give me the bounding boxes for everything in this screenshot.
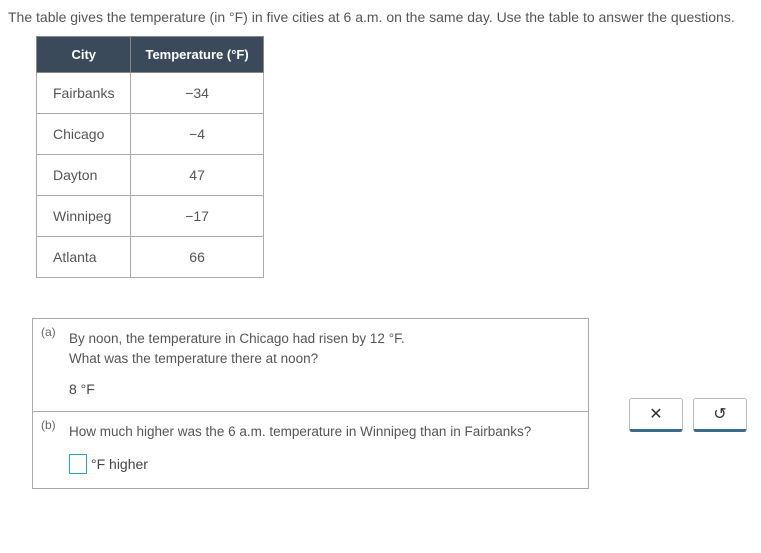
answer-unit: °F higher <box>91 456 148 472</box>
table-row: Fairbanks −34 <box>37 72 264 113</box>
question-a-line2: What was the temperature there at noon? <box>69 351 318 366</box>
cell-temp: 47 <box>131 154 263 195</box>
question-b-label: (b) <box>41 418 56 432</box>
table-row: Chicago −4 <box>37 113 264 154</box>
cell-temp: −4 <box>131 113 263 154</box>
table-row: Dayton 47 <box>37 154 264 195</box>
cell-city: Dayton <box>37 154 131 195</box>
instruction-text: The table gives the temperature (in °F) … <box>8 8 749 28</box>
cell-city: Atlanta <box>37 236 131 277</box>
cell-temp: 66 <box>131 236 263 277</box>
action-buttons: ✕ ↺ <box>629 398 747 432</box>
temperature-table: City Temperature (°F) Fairbanks −34 Chic… <box>36 36 264 278</box>
reset-icon: ↺ <box>713 404 726 424</box>
table-row: Atlanta 66 <box>37 236 264 277</box>
question-a-line1: By noon, the temperature in Chicago had … <box>69 331 405 346</box>
question-b: (b) How much higher was the 6 a.m. tempe… <box>32 412 589 489</box>
cell-city: Chicago <box>37 113 131 154</box>
reset-button[interactable]: ↺ <box>693 398 747 432</box>
answer-input[interactable] <box>69 454 87 474</box>
question-a-answer: 8 °F <box>69 381 574 397</box>
header-city: City <box>37 36 131 72</box>
cell-temp: −17 <box>131 195 263 236</box>
close-button[interactable]: ✕ <box>629 398 683 432</box>
close-icon: ✕ <box>649 404 662 424</box>
cell-temp: −34 <box>131 72 263 113</box>
question-a: (a) By noon, the temperature in Chicago … <box>32 318 589 413</box>
question-b-text: How much higher was the 6 a.m. temperatu… <box>69 424 531 439</box>
cell-city: Winnipeg <box>37 195 131 236</box>
header-temp: Temperature (°F) <box>131 36 263 72</box>
table-row: Winnipeg −17 <box>37 195 264 236</box>
question-a-label: (a) <box>41 325 56 339</box>
cell-city: Fairbanks <box>37 72 131 113</box>
